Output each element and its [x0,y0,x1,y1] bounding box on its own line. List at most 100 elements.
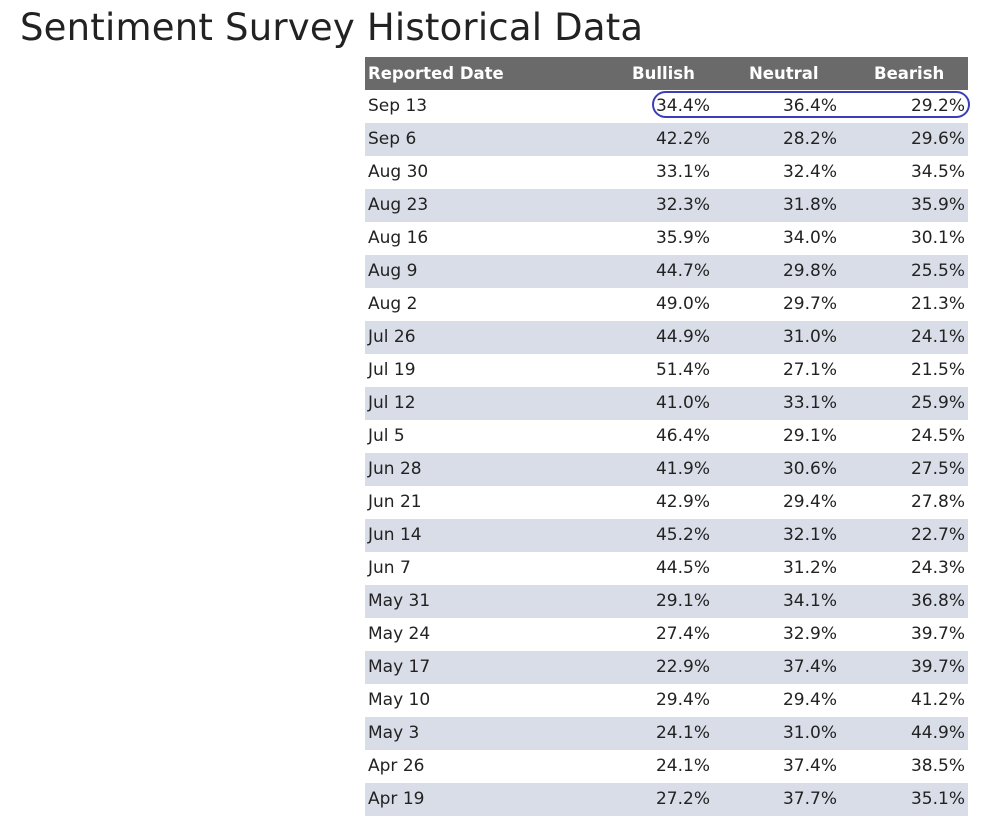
table-row: Jun 21 42.9% 29.4% 27.8% [365,486,968,519]
table-row: Aug 16 35.9% 34.0% 30.1% [365,222,968,255]
cell-bullish: 33.1% [655,162,710,182]
cell-neutral: 32.4% [782,162,837,182]
cell-bearish: 38.5% [910,756,965,776]
header-bearish: Bearish [874,64,945,83]
cell-neutral: 31.2% [782,558,837,578]
sentiment-table-container: Reported Date Bullish Neutral Bearish Se… [365,57,968,816]
table-row: Apr 26 24.1% 37.4% 38.5% [365,750,968,783]
cell-bullish: 45.2% [655,525,710,545]
cell-reported-date: Aug 2 [368,294,418,314]
cell-bullish: 41.9% [655,459,710,479]
cell-reported-date: May 24 [368,624,431,644]
cell-neutral: 32.9% [782,624,837,644]
cell-bearish: 24.3% [910,558,965,578]
cell-bearish: 36.8% [910,591,965,611]
table-row: Aug 23 32.3% 31.8% 35.9% [365,189,968,222]
cell-bearish: 41.2% [910,690,965,710]
cell-reported-date: Apr 26 [368,756,425,776]
table-row: Sep 6 42.2% 28.2% 29.6% [365,123,968,156]
cell-neutral: 29.1% [782,426,837,446]
table-row: May 10 29.4% 29.4% 41.2% [365,684,968,717]
cell-reported-date: Jul 5 [368,426,405,446]
cell-bullish: 24.1% [655,723,710,743]
table-row: Aug 2 49.0% 29.7% 21.3% [365,288,968,321]
cell-bullish: 44.7% [655,261,710,281]
cell-reported-date: Sep 13 [368,96,428,116]
cell-bearish: 22.7% [910,525,965,545]
cell-neutral: 29.4% [782,492,837,512]
table-body: Sep 13 34.4% 36.4% 29.2% Sep 6 42.2% 28.2% 29.6… [365,90,968,816]
cell-neutral: 32.1% [782,525,837,545]
table-row: May 17 22.9% 37.4% 39.7% [365,651,968,684]
cell-neutral: 34.0% [782,228,837,248]
table-row: Aug 30 33.1% 32.4% 34.5% [365,156,968,189]
cell-neutral: 34.1% [782,591,837,611]
cell-bearish: 29.6% [910,129,965,149]
table-row: Jun 7 44.5% 31.2% 24.3% [365,552,968,585]
cell-bearish: 29.2% [910,96,965,116]
cell-bullish: 44.9% [655,327,710,347]
table-row: Jul 26 44.9% 31.0% 24.1% [365,321,968,354]
cell-neutral: 30.6% [782,459,837,479]
cell-bullish: 29.1% [655,591,710,611]
cell-bearish: 27.5% [910,459,965,479]
cell-neutral: 37.7% [782,789,837,809]
cell-neutral: 37.4% [782,657,837,677]
cell-bullish: 49.0% [655,294,710,314]
cell-bearish: 25.5% [910,261,965,281]
cell-bearish: 24.1% [910,327,965,347]
cell-neutral: 27.1% [782,360,837,380]
cell-reported-date: May 10 [368,690,431,710]
cell-bullish: 41.0% [655,393,710,413]
cell-reported-date: Jun 21 [368,492,422,512]
cell-reported-date: May 17 [368,657,431,677]
cell-bullish: 29.4% [655,690,710,710]
cell-neutral: 31.0% [782,723,837,743]
table-row: Jun 14 45.2% 32.1% 22.7% [365,519,968,552]
cell-reported-date: Jul 26 [368,327,416,347]
cell-reported-date: Jul 19 [368,360,416,380]
cell-bearish: 25.9% [910,393,965,413]
cell-reported-date: Sep 6 [368,129,417,149]
cell-reported-date: May 31 [368,591,431,611]
cell-reported-date: Aug 30 [368,162,429,182]
cell-bullish: 42.2% [655,129,710,149]
table-row: Apr 19 27.2% 37.7% 35.1% [365,783,968,816]
cell-bullish: 24.1% [655,756,710,776]
cell-bullish: 27.2% [655,789,710,809]
cell-bullish: 44.5% [655,558,710,578]
cell-bearish: 44.9% [910,723,965,743]
cell-bearish: 39.7% [910,657,965,677]
table-row: Sep 13 34.4% 36.4% 29.2% [365,90,968,123]
cell-neutral: 31.0% [782,327,837,347]
header-neutral: Neutral [749,64,819,83]
table-row: Jul 5 46.4% 29.1% 24.5% [365,420,968,453]
table-row: Jul 12 41.0% 33.1% 25.9% [365,387,968,420]
cell-bullish: 32.3% [655,195,710,215]
cell-reported-date: Aug 23 [368,195,429,215]
cell-reported-date: May 3 [368,723,420,743]
cell-reported-date: Jun 7 [368,558,411,578]
cell-neutral: 31.8% [782,195,837,215]
header-reported-date: Reported Date [368,64,504,83]
header-bullish: Bullish [632,64,695,83]
cell-bullish: 27.4% [655,624,710,644]
cell-bearish: 21.5% [910,360,965,380]
cell-reported-date: Jul 12 [368,393,416,413]
cell-bullish: 51.4% [655,360,710,380]
table-header: Reported Date Bullish Neutral Bearish [365,57,968,90]
cell-bearish: 27.8% [910,492,965,512]
cell-bearish: 35.9% [910,195,965,215]
page-title: Sentiment Survey Historical Data [20,6,644,49]
cell-bearish: 24.5% [910,426,965,446]
cell-bearish: 30.1% [910,228,965,248]
cell-bullish: 35.9% [655,228,710,248]
sentiment-table: Reported Date Bullish Neutral Bearish Se… [365,57,968,816]
cell-bullish: 22.9% [655,657,710,677]
cell-bearish: 34.5% [910,162,965,182]
cell-neutral: 36.4% [782,96,837,116]
cell-bearish: 39.7% [910,624,965,644]
table-row: Jun 28 41.9% 30.6% 27.5% [365,453,968,486]
cell-neutral: 29.8% [782,261,837,281]
cell-neutral: 33.1% [782,393,837,413]
